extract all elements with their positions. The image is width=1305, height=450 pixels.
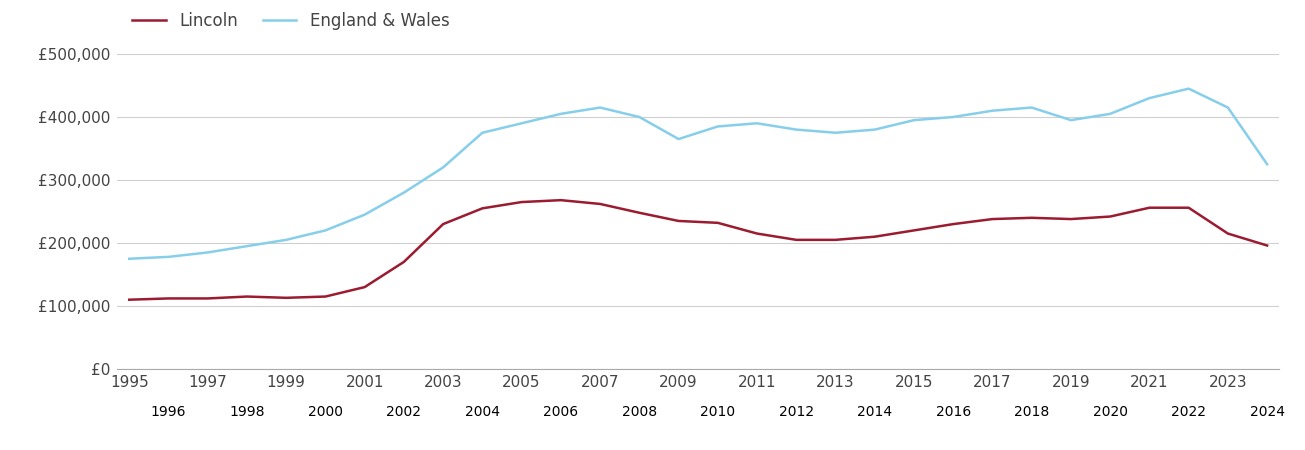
Lincoln <box>1181 205 1197 211</box>
England & Wales <box>1181 86 1197 91</box>
Lincoln <box>867 234 882 239</box>
England & Wales <box>1064 117 1079 123</box>
Lincoln <box>475 206 491 211</box>
Lincoln <box>553 198 569 203</box>
Lincoln <box>1220 231 1236 236</box>
England & Wales <box>1103 111 1118 117</box>
England & Wales <box>475 130 491 135</box>
Lincoln <box>239 294 254 299</box>
England & Wales <box>514 121 530 126</box>
Lincoln <box>945 221 960 227</box>
England & Wales <box>356 212 372 217</box>
Legend: Lincoln, England & Wales: Lincoln, England & Wales <box>125 6 455 37</box>
Lincoln <box>1103 214 1118 219</box>
England & Wales <box>671 136 686 142</box>
Lincoln <box>592 201 608 207</box>
England & Wales <box>395 190 411 195</box>
Lincoln <box>671 218 686 224</box>
Lincoln <box>514 199 530 205</box>
England & Wales <box>553 111 569 117</box>
Lincoln <box>1142 205 1158 211</box>
Lincoln <box>710 220 726 225</box>
Lincoln <box>985 216 1001 222</box>
England & Wales <box>1259 162 1275 167</box>
Lincoln <box>1064 216 1079 222</box>
England & Wales <box>436 165 452 170</box>
England & Wales <box>278 237 294 243</box>
Lincoln <box>436 221 452 227</box>
Line: England & Wales: England & Wales <box>129 89 1267 259</box>
England & Wales <box>827 130 843 135</box>
England & Wales <box>161 254 176 260</box>
Lincoln <box>827 237 843 243</box>
England & Wales <box>1142 95 1158 101</box>
England & Wales <box>317 228 333 233</box>
Lincoln <box>161 296 176 301</box>
England & Wales <box>200 250 215 255</box>
Line: Lincoln: Lincoln <box>129 200 1267 300</box>
Lincoln <box>200 296 215 301</box>
Lincoln <box>1024 215 1040 220</box>
Lincoln <box>395 259 411 265</box>
England & Wales <box>1024 105 1040 110</box>
England & Wales <box>985 108 1001 113</box>
Lincoln <box>278 295 294 301</box>
England & Wales <box>867 127 882 132</box>
England & Wales <box>632 114 647 120</box>
England & Wales <box>710 124 726 129</box>
Lincoln <box>632 210 647 216</box>
England & Wales <box>592 105 608 110</box>
Lincoln <box>788 237 804 243</box>
Lincoln <box>356 284 372 290</box>
England & Wales <box>239 243 254 249</box>
England & Wales <box>945 114 960 120</box>
Lincoln <box>317 294 333 299</box>
England & Wales <box>788 127 804 132</box>
Lincoln <box>1259 243 1275 248</box>
England & Wales <box>121 256 137 261</box>
Lincoln <box>749 231 765 236</box>
England & Wales <box>906 117 921 123</box>
Lincoln <box>121 297 137 302</box>
England & Wales <box>1220 105 1236 110</box>
England & Wales <box>749 121 765 126</box>
Lincoln <box>906 228 921 233</box>
